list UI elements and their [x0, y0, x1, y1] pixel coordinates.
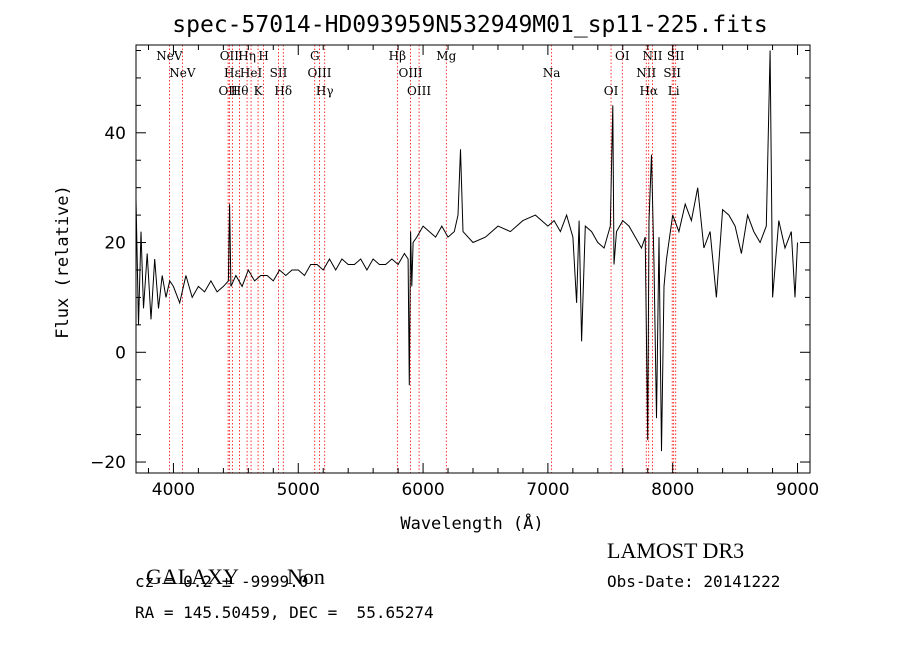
object-class: GALAXY	[135, 538, 239, 590]
x-tick-label: 4000	[152, 480, 195, 500]
y-axis-label: Flux (relative)	[53, 185, 73, 339]
chart-title: spec-57014-HD093959N532949M01_sp11-225.f…	[172, 12, 767, 38]
reference-line-label: NII	[642, 49, 662, 63]
reference-line-label: Hε	[224, 66, 241, 80]
reference-line-label: NeV	[169, 66, 196, 80]
reference-line-label: Mg	[436, 49, 456, 63]
reference-line-label: OIII	[407, 84, 431, 98]
reference-line-label: HeI	[240, 66, 263, 80]
reference-line-label: Hγ	[316, 84, 334, 98]
reference-line-label: SII	[667, 49, 685, 63]
reference-line-label: OI	[604, 84, 619, 98]
object-subclass: Non	[276, 538, 325, 590]
reference-line-label: Na	[543, 66, 561, 80]
x-tick-label: 5000	[277, 480, 320, 500]
reference-line-label: OII	[220, 49, 240, 63]
reference-line-label: NeV	[156, 49, 183, 63]
reference-line-label: OI	[615, 49, 630, 63]
plot-frame	[135, 44, 811, 474]
axis-ticks: 4000 5000 6000 7000 8000 9000 −20 0 20 40	[90, 45, 819, 500]
reference-line-label: SII	[270, 66, 288, 80]
reference-line-label: OIII	[399, 66, 423, 80]
survey-label: LAMOST DR3	[607, 538, 745, 563]
reference-line-label: Li	[668, 84, 680, 98]
x-axis-label: Wavelength (Å)	[400, 512, 543, 534]
reference-line-label: OIII	[307, 66, 331, 80]
reference-lines	[169, 45, 677, 473]
reference-line-label: H	[258, 49, 268, 63]
reference-line-label: Hβ	[389, 49, 406, 63]
reference-line-label: Hα	[639, 84, 658, 98]
reference-line-label: SII	[663, 66, 681, 80]
spectrum-chart: spec-57014-HD093959N532949M01_sp11-225.f…	[53, 12, 819, 534]
reference-line-label: Hθ	[231, 84, 249, 98]
y-tick-label: 0	[115, 343, 126, 363]
reference-line-label: NII	[636, 66, 656, 80]
coords-text: RA = 145.50459, DEC = 55.65274	[135, 603, 434, 622]
x-tick-label: 9000	[776, 480, 819, 500]
x-tick-label: 7000	[526, 480, 569, 500]
spectrum-series-line	[135, 50, 798, 452]
reference-line-label: K	[254, 84, 264, 98]
reference-line-label: Hδ	[274, 84, 292, 98]
class-label: GALAXY	[146, 564, 239, 589]
redshift-text: cz = 0.2 ± -9999.0	[135, 572, 309, 591]
series-group	[135, 50, 798, 452]
reference-line-label: Hη	[238, 49, 256, 63]
reference-line-labels: NeVNeVOIIOIIHεHθHηHeIKHSIIHδGOIIIHγHβOII…	[156, 49, 684, 98]
reference-line-label: G	[310, 49, 320, 63]
x-tick-label: 8000	[651, 480, 694, 500]
subclass-label: Non	[287, 564, 325, 589]
reference-line-label: OII	[218, 84, 238, 98]
obs-date-text: Obs-Date: 20141222	[607, 572, 781, 591]
x-tick-label: 6000	[401, 480, 444, 500]
y-tick-label: −20	[90, 453, 126, 473]
y-tick-label: 40	[104, 124, 126, 144]
y-tick-label: 20	[104, 234, 126, 254]
